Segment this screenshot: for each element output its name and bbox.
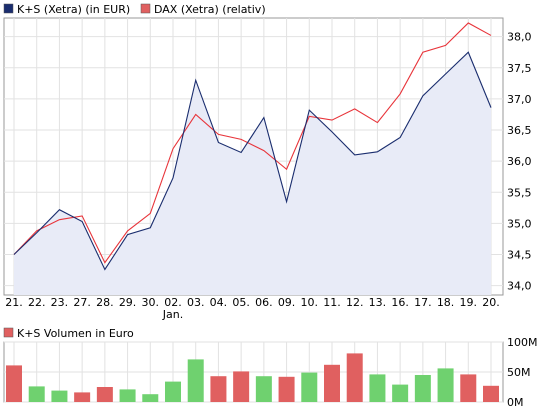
volume-y-tick-label: 100M <box>507 336 538 349</box>
price-x-tick-label: 09. <box>278 296 296 309</box>
price-y-tick-label: 34,5 <box>507 249 532 262</box>
price-x-tick-label: 22. <box>28 296 46 309</box>
price-lines <box>13 22 492 271</box>
price-x-tick-label: 30. <box>142 296 160 309</box>
price-x-tick-label: 12. <box>346 296 364 309</box>
volume-bar <box>51 390 68 402</box>
dax-series-line <box>13 22 492 264</box>
price-legend: K+S (Xetra) (in EUR) DAX (Xetra) (relati… <box>3 3 266 16</box>
volume-y-axis: 100M 50M 0M <box>507 336 538 409</box>
ks-series-line <box>13 51 492 271</box>
volume-bar <box>210 376 227 402</box>
volume-bar <box>483 385 499 402</box>
volume-bar <box>392 384 409 402</box>
price-x-tick-label: 06. <box>255 296 273 309</box>
price-y-axis: 34,0 34,5 35,0 35,5 36,0 36,5 37,0 37,5 38,0 <box>507 31 532 293</box>
x-axis-month-label: Jan. <box>162 308 183 321</box>
price-y-tick-label: 38,0 <box>507 31 532 44</box>
volume-bars <box>6 353 499 402</box>
legend-swatch-ks <box>3 3 14 14</box>
price-y-tick-label: 35,0 <box>507 217 532 230</box>
price-x-axis: 21. 22. 23. 27. 28. 29. 30. 02. 03. 04. 05. 06. 09. 1… <box>5 296 500 309</box>
price-x-tick-label: 10. <box>301 296 319 309</box>
price-x-tick-label: 11. <box>323 296 341 309</box>
price-x-tick-label: 23. <box>51 296 69 309</box>
volume-bar <box>369 374 386 402</box>
price-x-tick-label: 27. <box>73 296 91 309</box>
price-x-tick-label: 17. <box>414 296 432 309</box>
volume-bar <box>414 375 431 402</box>
volume-bar <box>6 365 22 402</box>
price-y-tick-label: 37,5 <box>507 62 532 75</box>
price-x-tick-label: 19. <box>460 296 478 309</box>
price-area <box>14 52 491 295</box>
volume-bar <box>28 386 45 402</box>
ks-area-fill <box>14 52 491 295</box>
price-x-tick-label: 20. <box>482 296 500 309</box>
legend-label-dax: DAX (Xetra) (relativ) <box>154 3 266 16</box>
volume-bar <box>233 371 250 402</box>
volume-bar <box>96 387 113 402</box>
price-y-tick-label: 34,0 <box>507 280 532 293</box>
price-x-tick-label: 28. <box>96 296 114 309</box>
price-y-tick-label: 36,5 <box>507 124 532 137</box>
volume-y-tick-label: 0M <box>507 396 524 409</box>
price-x-tick-label: 05. <box>232 296 250 309</box>
legend-label-volume: K+S Volumen in Euro <box>17 327 134 340</box>
volume-bar <box>74 392 91 402</box>
volume-y-tick-label: 50M <box>507 366 531 379</box>
price-x-tick-label: 18. <box>437 296 455 309</box>
legend-swatch-dax <box>140 3 151 14</box>
price-x-tick-label: 02. <box>164 296 182 309</box>
volume-bar <box>142 394 159 402</box>
price-x-tick-label: 21. <box>5 296 23 309</box>
price-y-tick-label: 36,0 <box>507 155 532 168</box>
volume-bar <box>437 368 454 402</box>
volume-bar <box>301 372 318 402</box>
legend-label-ks: K+S (Xetra) (in EUR) <box>17 3 130 16</box>
volume-bar <box>255 376 272 402</box>
volume-legend: K+S Volumen in Euro <box>3 327 134 340</box>
volume-bar <box>460 374 477 402</box>
legend-swatch-volume <box>3 327 14 338</box>
price-y-tick-label: 35,5 <box>507 186 532 199</box>
volume-bar <box>187 359 204 402</box>
volume-bar <box>346 353 363 402</box>
volume-bar <box>165 381 181 402</box>
price-x-tick-label: 04. <box>210 296 228 309</box>
price-x-tick-label: 29. <box>119 296 137 309</box>
price-y-tick-label: 37,0 <box>507 93 532 106</box>
volume-bar <box>324 364 340 402</box>
price-x-tick-label: 16. <box>391 296 409 309</box>
volume-bar <box>119 389 136 402</box>
price-x-tick-label: 03. <box>187 296 205 309</box>
volume-bar <box>278 376 295 402</box>
price-x-tick-label: 13. <box>369 296 387 309</box>
